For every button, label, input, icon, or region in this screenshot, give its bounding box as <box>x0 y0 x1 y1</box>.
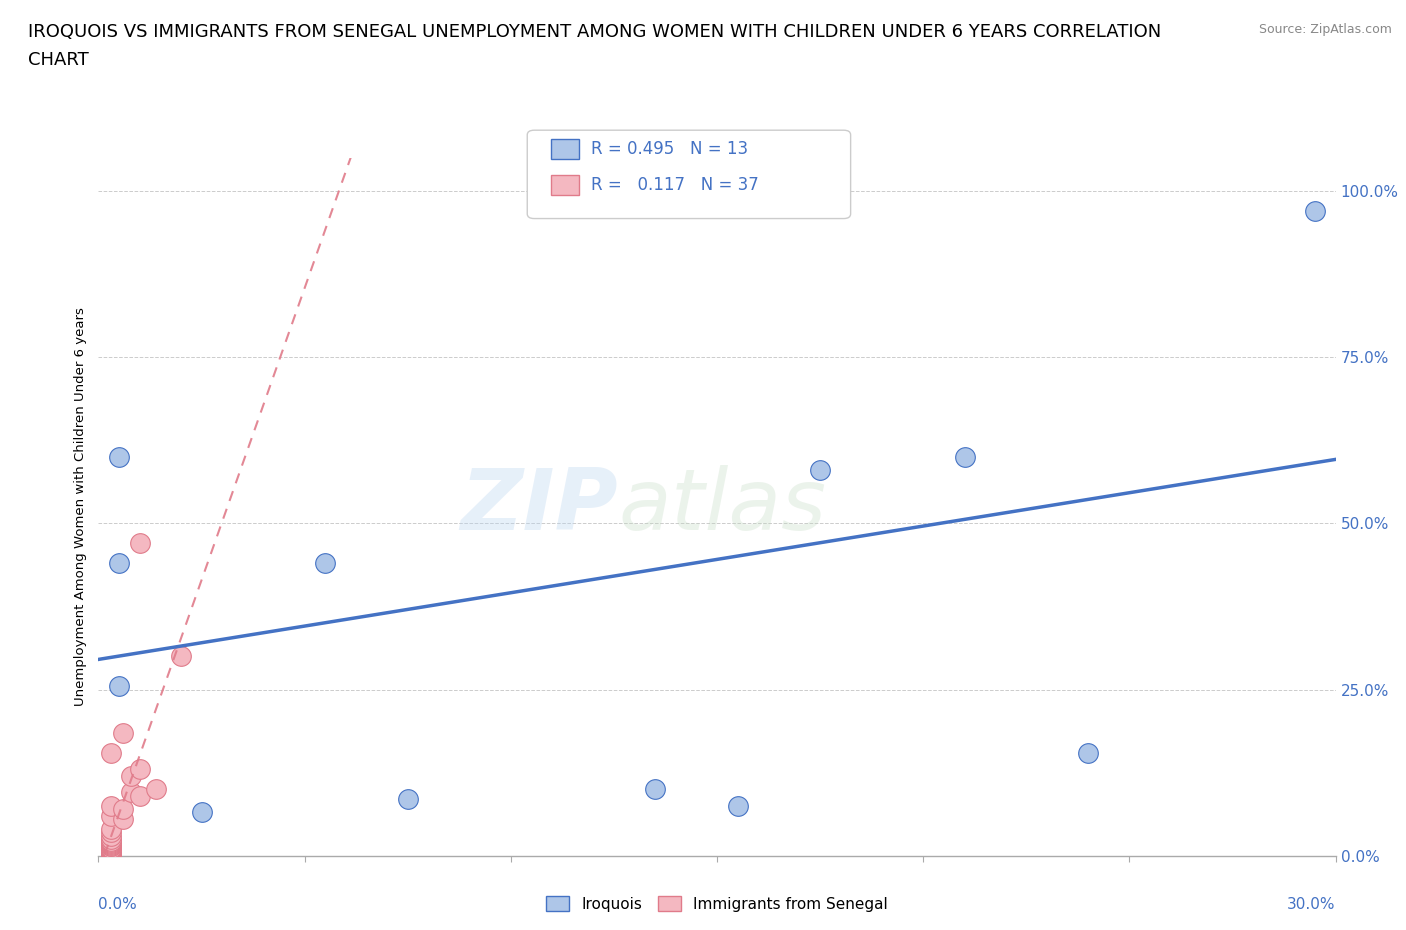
Text: 0.0%: 0.0% <box>98 897 138 912</box>
Point <box>120 785 142 800</box>
Text: atlas: atlas <box>619 465 827 549</box>
Point <box>100 848 122 863</box>
Point <box>128 762 150 777</box>
Y-axis label: Unemployment Among Women with Children Under 6 years: Unemployment Among Women with Children U… <box>75 308 87 706</box>
Point <box>100 835 122 850</box>
Point <box>644 782 666 797</box>
Point <box>100 848 122 863</box>
Point <box>100 845 122 860</box>
Text: CHART: CHART <box>28 51 89 69</box>
Point <box>100 821 122 836</box>
Point <box>100 835 122 850</box>
Point <box>120 768 142 783</box>
Point <box>808 463 831 478</box>
Point <box>100 745 122 760</box>
Point <box>100 842 122 857</box>
Legend: Iroquois, Immigrants from Senegal: Iroquois, Immigrants from Senegal <box>540 889 894 918</box>
Text: R = 0.495   N = 13: R = 0.495 N = 13 <box>591 140 748 158</box>
Point <box>1303 204 1326 219</box>
Point <box>100 840 122 855</box>
Point <box>1077 745 1099 760</box>
Point <box>190 805 212 820</box>
Point <box>100 831 122 846</box>
Point <box>727 798 749 813</box>
Text: IROQUOIS VS IMMIGRANTS FROM SENEGAL UNEMPLOYMENT AMONG WOMEN WITH CHILDREN UNDER: IROQUOIS VS IMMIGRANTS FROM SENEGAL UNEM… <box>28 23 1161 41</box>
Point <box>100 844 122 858</box>
Point <box>170 649 193 664</box>
Point <box>100 829 122 844</box>
Point <box>100 848 122 863</box>
Point <box>953 449 976 464</box>
Text: Source: ZipAtlas.com: Source: ZipAtlas.com <box>1258 23 1392 36</box>
Point <box>100 837 122 852</box>
Point <box>100 845 122 860</box>
Point <box>112 725 135 740</box>
Point <box>108 449 131 464</box>
Point <box>100 833 122 848</box>
Point <box>314 556 336 571</box>
Point <box>100 844 122 859</box>
Point <box>100 838 122 853</box>
Point <box>100 825 122 840</box>
Point <box>108 679 131 694</box>
Point <box>100 798 122 813</box>
Text: ZIP: ZIP <box>460 465 619 549</box>
Point <box>100 808 122 823</box>
Point <box>112 812 135 827</box>
Point <box>100 843 122 857</box>
Point <box>112 802 135 817</box>
Point <box>100 842 122 857</box>
Point <box>100 839 122 854</box>
Point <box>145 782 167 797</box>
Point <box>108 556 131 571</box>
Point <box>128 536 150 551</box>
Point <box>100 838 122 853</box>
Point <box>128 789 150 804</box>
Text: 30.0%: 30.0% <box>1288 897 1336 912</box>
Point <box>396 791 419 806</box>
Point <box>561 201 583 216</box>
Point <box>100 847 122 862</box>
Point <box>100 848 122 863</box>
Text: R =   0.117   N = 37: R = 0.117 N = 37 <box>591 176 758 194</box>
